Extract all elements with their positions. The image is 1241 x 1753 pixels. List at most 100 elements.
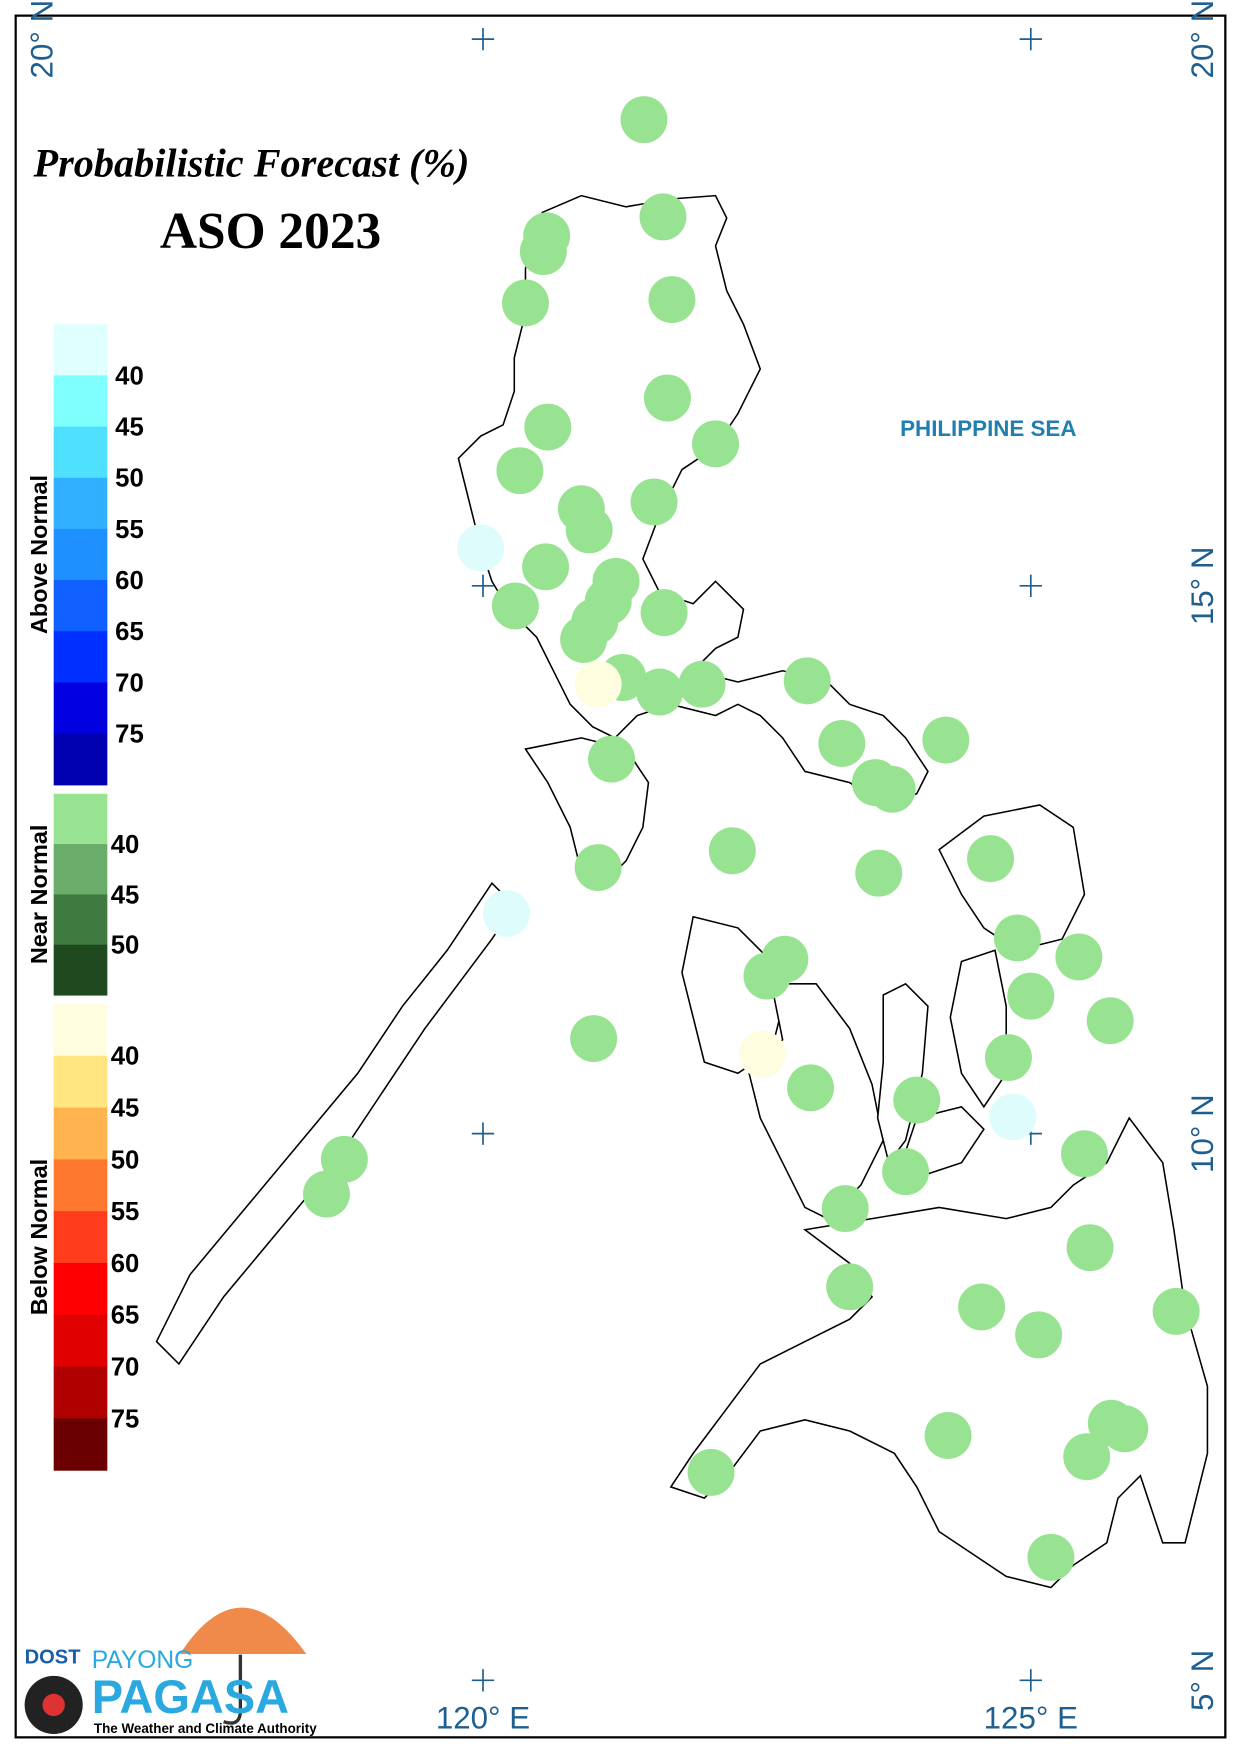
logo-tagline: The Weather and Climate Authority (94, 1721, 317, 1736)
legend-tick-label: 45 (115, 414, 144, 442)
legend-swatch (53, 477, 108, 530)
station-marker (993, 914, 1041, 962)
legend-tick-label: 60 (111, 1250, 140, 1278)
legend-swatch (53, 844, 108, 895)
station-marker (519, 228, 567, 276)
legend-swatch (53, 1107, 108, 1160)
latitude-label: 5° N (1185, 1650, 1220, 1711)
station-marker (482, 889, 530, 937)
legend-tick-label: 40 (111, 831, 140, 859)
station-marker (522, 543, 570, 591)
latitude-label: 20° N (25, 0, 60, 78)
legend-swatch (53, 1262, 108, 1316)
station-marker (1015, 1311, 1063, 1359)
map-subtitle: ASO 2023 (160, 203, 381, 260)
station-marker (692, 420, 740, 468)
legend-swatch (53, 1314, 108, 1368)
legend-tick-label: 50 (111, 932, 140, 960)
logo-agency: DOST (25, 1647, 82, 1669)
legend-swatch (53, 733, 108, 786)
station-marker (1055, 933, 1103, 981)
legend-swatch (53, 1418, 108, 1471)
station-marker (989, 1093, 1037, 1141)
station-marker (574, 844, 622, 892)
station-marker (1066, 1224, 1114, 1272)
legend-swatch (53, 894, 108, 946)
station-marker (967, 835, 1015, 883)
map-title: Probabilistic Forecast (%) (33, 141, 470, 186)
legend-tick-label: 40 (115, 362, 144, 390)
legend-swatch (53, 528, 108, 581)
umbrella (177, 1606, 309, 1656)
station-marker (922, 716, 970, 764)
legend-swatch (53, 375, 108, 428)
legend-tick-label: 75 (111, 1405, 140, 1433)
legend-swatch (53, 1366, 108, 1419)
station-marker (821, 1185, 869, 1233)
latitude-label: 15° N (1185, 547, 1220, 626)
station-marker (491, 582, 539, 630)
station-marker (984, 1034, 1032, 1082)
station-marker (620, 96, 668, 144)
station-marker (1007, 972, 1055, 1020)
legend-swatch (53, 1159, 108, 1212)
station-marker (882, 1148, 930, 1196)
station-marker (678, 660, 726, 708)
station-marker (643, 374, 691, 422)
legend-swatch (53, 1055, 108, 1109)
station-marker (687, 1448, 735, 1496)
sea-label: PHILIPPINE SEA (900, 416, 1076, 441)
station-marker (565, 506, 613, 554)
station-marker (639, 193, 687, 241)
station-marker (524, 403, 572, 451)
station-marker (743, 952, 791, 1000)
station-marker (868, 765, 916, 813)
station-marker (958, 1283, 1006, 1331)
legend-swatch (53, 580, 108, 632)
station-marker (1086, 997, 1134, 1045)
legend-tick-label: 65 (115, 618, 144, 646)
station-marker (1152, 1287, 1200, 1335)
station-marker (826, 1263, 874, 1311)
logo: DOST PAYONG PAGASA The Weather and Clima… (24, 1606, 317, 1736)
station-marker (457, 524, 505, 572)
legend-tick-label: 45 (111, 881, 140, 909)
legend-swatch (53, 793, 108, 845)
station-marker (783, 657, 831, 705)
legend-tick-label: 50 (111, 1146, 140, 1174)
legend-tick-label: 50 (115, 465, 144, 493)
station-marker (739, 1030, 786, 1078)
station-marker (496, 447, 544, 495)
legend-title: Below Normal (26, 1159, 52, 1316)
latitude-label: 20° N (1185, 0, 1220, 78)
station-marker (648, 276, 696, 324)
station-marker (636, 668, 684, 716)
station-marker (640, 589, 688, 637)
station-marker (1063, 1433, 1111, 1481)
legend-tick-label: 70 (115, 669, 144, 697)
station-marker (855, 849, 903, 897)
legend-swatch (53, 324, 108, 376)
legend-swatch (53, 1211, 108, 1264)
logo-brand-top: PAYONG (92, 1647, 194, 1674)
station-marker (1101, 1405, 1149, 1453)
station-marker (320, 1135, 368, 1183)
station-marker (818, 719, 866, 767)
station-marker (708, 827, 756, 875)
station-marker (560, 616, 608, 663)
legend-title: Above Normal (26, 475, 52, 634)
legend-swatch (53, 944, 108, 996)
legend-swatch (53, 426, 108, 479)
logo-brand-main: PAGASA (92, 1670, 289, 1723)
station-marker (630, 478, 678, 526)
station-marker (893, 1076, 941, 1124)
latitude-label: 10° N (1185, 1094, 1220, 1173)
longitude-label: 125° E (984, 1700, 1078, 1735)
legend-tick-label: 40 (111, 1043, 140, 1071)
station-marker (574, 660, 622, 708)
longitude-label: 120° E (436, 1700, 530, 1735)
station-marker (501, 279, 549, 327)
station-marker (1060, 1130, 1108, 1178)
station-marker (787, 1064, 835, 1112)
legend-tick-label: 65 (111, 1302, 140, 1330)
